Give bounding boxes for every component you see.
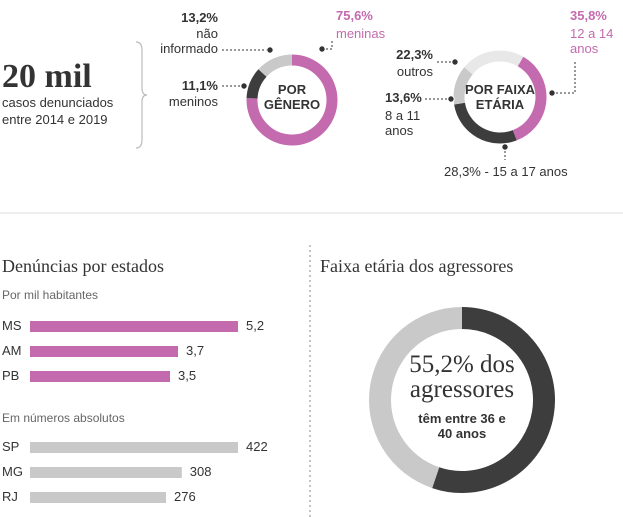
category-label: MG [2,464,23,479]
donut-segment [432,307,555,493]
bar [30,492,167,503]
subtitle: Por mil habitantes [2,288,99,302]
category-label: não informado [160,26,218,56]
subtitle: Em números absolutos [2,411,125,425]
headline: 20 mil [2,58,92,95]
category-label: outros [396,64,433,79]
value-label: 55,2% [409,351,474,378]
donut-segment [464,50,524,75]
value-label: 13,6% [385,90,422,105]
note: têm entre 36 e 40 anos [418,411,506,441]
leader-dot [548,89,556,97]
value-label: 35,8% [570,8,607,23]
value-label: 276 [174,489,196,504]
value-label: 3,5 [178,368,196,383]
center-text: dos agressores [409,351,515,403]
leader [552,60,576,94]
value-label: 11,1% [181,78,218,93]
leader-dot [318,45,326,53]
category-label: meninas [336,26,386,41]
category-label: - 15 a 17 anos [484,164,568,179]
bar [30,346,178,357]
donut-segment [246,54,338,146]
bar [30,467,182,478]
category-label: AM [2,343,22,358]
category-label: 28,3% - 15 a 17 anos [444,164,568,179]
caption: casos denunciados entre 2014 e 2019 [2,95,114,127]
donut-segment [512,56,547,141]
bar [30,321,238,332]
value-label: 28,3% [444,164,481,179]
value-label: 5,2 [246,318,264,333]
category-label: 8 a 11 anos [385,108,421,138]
category-label: RJ [2,489,18,504]
leader-dot [451,58,459,66]
value-label: 3,7 [186,343,204,358]
value-label: 13,2% [181,10,218,25]
donut-segment [246,69,267,99]
leader-dot [501,143,509,151]
bar [30,371,170,382]
donut-title: POR GÊNERO [263,82,321,112]
leader-dot [447,95,455,103]
value-label: 308 [190,464,212,479]
donut-segment [258,54,293,77]
donut-segment [369,307,463,489]
donut-segment [454,102,517,144]
value-label: 422 [246,439,268,454]
category-label: 12 a 14 anos [570,26,614,56]
leader-dot [240,82,248,90]
bar [30,442,238,453]
category-label: meninos [168,94,218,109]
leader-dot [266,46,274,54]
donut-title: POR FAIXA ETÁRIA [464,82,536,112]
donut-segment [453,67,473,105]
value-label: 22,3% [396,47,433,62]
category-label: SP [2,439,19,454]
leader-lines [222,40,576,160]
center-label: 55,2% dos agressores [392,352,532,402]
category-label: MS [2,318,22,333]
category-label: PB [2,368,19,383]
leader [322,40,333,50]
section-title: Faixa etária dos agressores [320,256,514,276]
section-title: Denúncias por estados [2,256,164,276]
value-label: 75,6% [336,8,373,23]
brace [135,41,148,149]
